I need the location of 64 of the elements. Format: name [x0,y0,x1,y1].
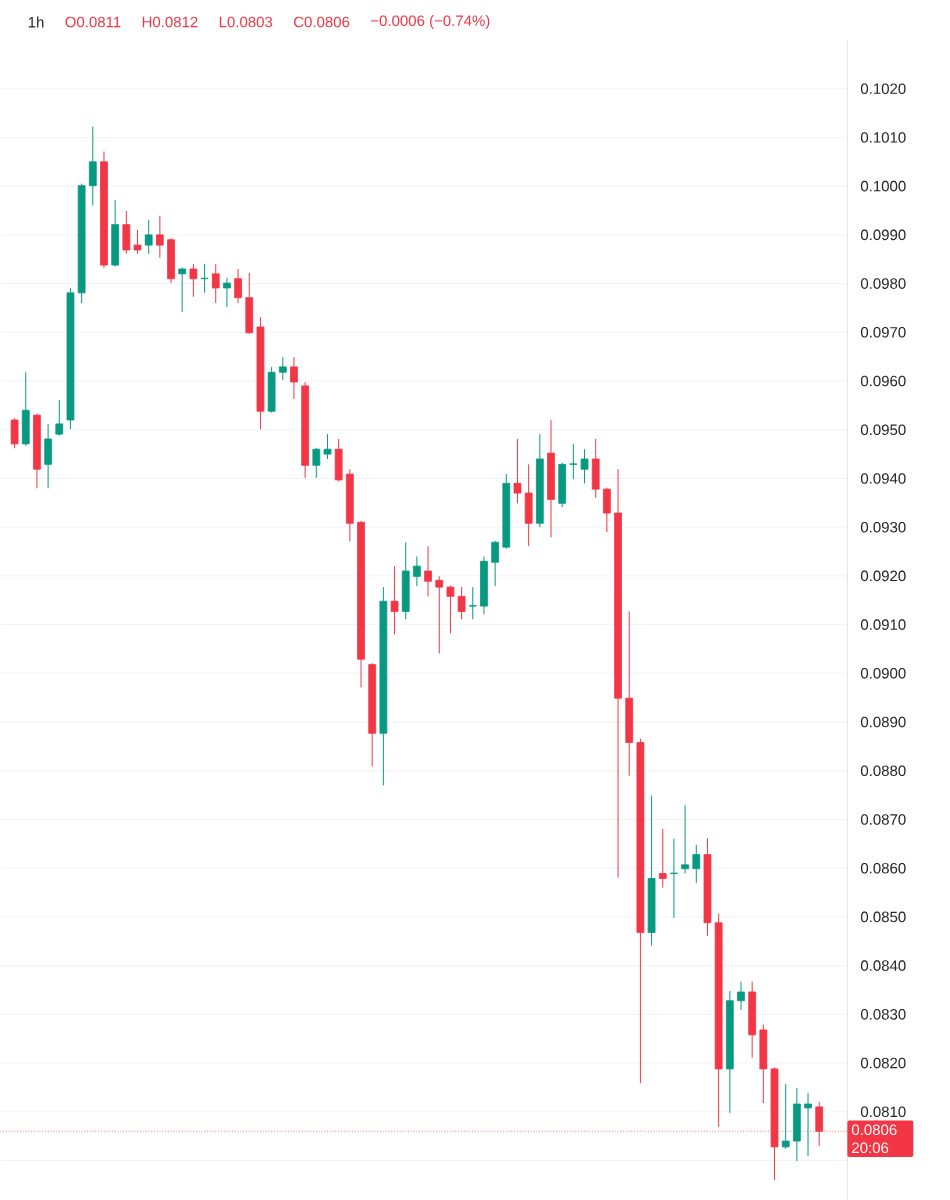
y-tick-label: 0.0970 [860,327,906,338]
candlestick [290,356,298,400]
y-tick-label: 0.0870 [860,814,906,825]
candlestick [10,417,19,449]
candlestick [412,555,421,587]
y-tick-label: 0.0840 [860,960,906,971]
y-tick-label: 0.0950 [860,424,906,436]
candlestick [658,828,667,889]
candlestick [189,263,198,298]
y-tick-label: 0.1020 [860,83,906,95]
text: H0.0812 [142,16,198,28]
candlestick [200,263,209,294]
candlestick [155,215,164,259]
candlestick [55,399,64,437]
y-tick-label: 0.0820 [860,1057,906,1069]
candlestick [178,267,187,313]
text: L0.0803 [219,16,273,28]
y-tick-label: 0.1010 [860,132,906,143]
candlestick [491,540,499,587]
candlestick [446,585,455,634]
y-tick-label: 0.0900 [860,668,906,679]
candlestick [278,356,287,381]
candlestick [580,448,589,484]
y-tick-label: 0.0920 [860,570,906,582]
y-tick-label: 0.0850 [860,911,906,923]
candlestick [323,433,332,460]
y-tick-label: 0.0880 [860,765,906,777]
candlestick [88,126,97,207]
y-tick-label: 0.0990 [860,229,906,241]
candlestick [670,837,678,919]
text: O0.0811 [65,16,121,28]
candlestick [457,586,466,620]
candlestick [133,229,142,255]
candlestick [681,804,689,875]
y-tick-label: 0.0960 [860,375,906,387]
y-tick-label: 0.0930 [860,521,906,533]
candlestick [234,268,242,304]
y-tick-label: 0.0980 [860,278,906,289]
candlestick [223,277,231,308]
candlestick [569,443,578,480]
candlestick [144,219,153,255]
candlestick [692,844,701,884]
y-tick-label: 0.0860 [860,862,906,874]
candlestick [435,575,444,654]
text: −0.0006 (−0.74%) [370,14,490,29]
candlestick [781,1083,790,1150]
candlestick [804,1092,812,1157]
candlestick [602,487,611,533]
candlestick [737,981,745,1011]
y-tick-label: 0.0830 [860,1009,906,1020]
ref-line-label: 0.0806 20:06 [851,1124,897,1154]
candlestick [390,565,399,635]
y-tick-label: 0.0810 [860,1106,906,1118]
candlestick [424,545,432,597]
candlestick [468,586,477,620]
chart-title: 1h [28,16,44,28]
y-tick-label: 0.0910 [860,619,906,630]
candlestick [513,438,522,504]
y-tick-label: 0.0890 [860,716,906,728]
y-tick-label: 0.0940 [860,473,906,484]
text: C0.0806 [293,16,350,28]
y-tick-label: 0.1000 [860,180,906,192]
candlestick [211,263,220,304]
candlestick [312,447,321,479]
